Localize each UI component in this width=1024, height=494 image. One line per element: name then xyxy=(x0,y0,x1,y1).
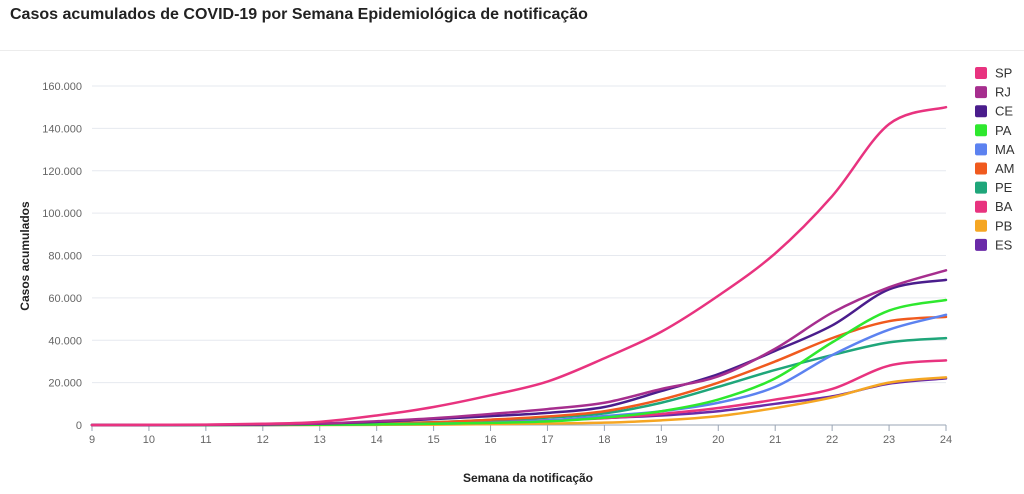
x-tick-label: 13 xyxy=(314,434,326,446)
x-tick-label: 24 xyxy=(940,434,952,446)
legend-swatch xyxy=(975,181,987,194)
series-line-rj xyxy=(90,269,948,427)
y-tick-label: 140.000 xyxy=(42,123,82,135)
y-tick-label: 80.000 xyxy=(48,251,82,263)
legend-label: BA xyxy=(995,199,1013,214)
y-tick-label: 60.000 xyxy=(48,293,82,305)
x-tick-label: 11 xyxy=(200,434,211,446)
legend-label: AM xyxy=(995,161,1015,176)
x-tick-label: 21 xyxy=(769,434,781,446)
legend-label: CE xyxy=(995,104,1013,119)
x-tick-label: 15 xyxy=(427,434,439,446)
series-lines xyxy=(90,105,948,427)
x-axis-tick-labels: 9 10 11 12 13 14 15 16 17 18 19 20 21 22 23 24 xyxy=(89,434,952,446)
x-tick-label: 18 xyxy=(598,434,610,446)
x-tick-label: 19 xyxy=(655,434,667,446)
legend-label: SP xyxy=(995,66,1012,81)
title-divider xyxy=(0,50,1024,51)
x-tick-label: 20 xyxy=(712,434,724,446)
x-tick-label: 17 xyxy=(541,434,553,446)
legend-item-ma[interactable]: MA xyxy=(975,142,1015,157)
legend-item-rj[interactable]: RJ xyxy=(975,85,1011,100)
legend-swatch xyxy=(975,67,987,79)
legend-swatch xyxy=(975,200,987,213)
y-axis-title: Casos acumulados xyxy=(18,201,32,311)
y-tick-label: 40.000 xyxy=(48,335,82,347)
legend-label: MA xyxy=(995,142,1015,157)
legend-label: PA xyxy=(995,123,1012,138)
legend-label: PE xyxy=(995,180,1013,195)
x-tick-label: 23 xyxy=(883,434,895,446)
legend-swatch xyxy=(975,162,987,175)
x-tick-label: 22 xyxy=(826,434,838,446)
y-tick-label: 0 xyxy=(76,420,82,432)
legend-item-pe[interactable]: PE xyxy=(975,180,1013,195)
x-tick-label: 9 xyxy=(89,434,95,446)
legend-item-pb[interactable]: PB xyxy=(975,218,1012,233)
x-tick-label: 12 xyxy=(257,434,269,446)
legend-swatch xyxy=(975,143,987,156)
chart-title: Casos acumulados de COVID-19 por Semana … xyxy=(10,6,588,23)
y-tick-label: 20.000 xyxy=(48,378,82,390)
legend-swatch xyxy=(975,238,987,251)
legend-item-pa[interactable]: PA xyxy=(975,123,1012,138)
legend-label: ES xyxy=(995,237,1013,252)
grid-lines xyxy=(92,85,946,384)
legend-item-sp[interactable]: SP xyxy=(975,66,1012,81)
y-axis-tick-labels: 0 20.000 40.000 60.000 80.000 100.000 120.000 1… xyxy=(42,81,82,432)
y-tick-label: 100.000 xyxy=(42,208,82,220)
legend-swatch xyxy=(975,86,987,99)
legend-item-am[interactable]: AM xyxy=(975,161,1015,176)
legend-item-ba[interactable]: BA xyxy=(975,199,1013,214)
legend-swatch xyxy=(975,124,987,137)
legend-swatch xyxy=(975,219,987,232)
series-line-sp xyxy=(90,105,948,427)
x-axis-title: Semana da notificação xyxy=(463,471,593,485)
x-tick-label: 16 xyxy=(484,434,496,446)
x-tick-label: 10 xyxy=(143,434,155,446)
legend[interactable]: SP RJ CE PA MA AM PE BA PB ES xyxy=(975,66,1015,253)
legend-item-es[interactable]: ES xyxy=(975,237,1013,252)
y-tick-label: 120.000 xyxy=(42,166,82,178)
legend-swatch xyxy=(975,105,987,118)
y-tick-label: 160.000 xyxy=(42,81,82,93)
x-tick-label: 14 xyxy=(371,434,383,446)
legend-item-ce[interactable]: CE xyxy=(975,104,1013,119)
legend-label: RJ xyxy=(995,85,1011,100)
legend-label: PB xyxy=(995,218,1012,233)
